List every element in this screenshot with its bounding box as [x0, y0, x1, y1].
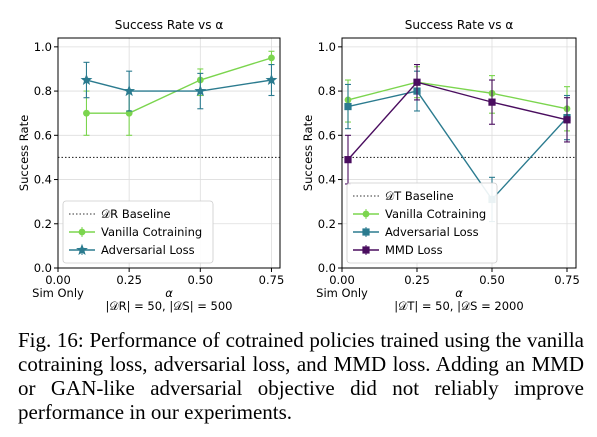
- legend-marker-vanilla: [78, 228, 86, 236]
- chart-subtitle: |𝒟R| = 50, |𝒟S| = 500: [106, 299, 233, 313]
- x-axis-label: α: [455, 286, 463, 300]
- y-tick-label: 1.0: [318, 40, 336, 54]
- x-tick-label: 0.50: [188, 273, 214, 287]
- legend-box: [346, 182, 498, 264]
- legend-label: 𝒟R Baseline: [101, 207, 171, 221]
- legend: 𝒟R Baseline Vanilla Cotraining Adversarial…: [62, 200, 214, 264]
- series-line-vanilla: [347, 81, 568, 110]
- y-tick-label: 0.6: [34, 128, 52, 142]
- y-axis-label: Success Rate: [17, 115, 31, 191]
- legend-marker-adversarial: [362, 228, 370, 236]
- right-chart-panel: Success Rate vs α 0.0 0.2 0.4 0.6 0.8 1.0 0.00 0…: [301, 18, 580, 313]
- data-point-adversarial: [80, 73, 93, 86]
- data-point-mmd: [344, 156, 352, 164]
- y-tick-label: 0.4: [318, 173, 336, 187]
- y-tick-label: 0.8: [34, 84, 52, 98]
- legend-label: Vanilla Cotraining: [101, 225, 202, 239]
- x-extra-label: Sim Only: [32, 286, 84, 300]
- y-tick-label: 0.2: [34, 217, 52, 231]
- x-tick-label: 0.75: [259, 273, 285, 287]
- series-line-adversarial: [86, 79, 272, 92]
- legend-marker-vanilla: [362, 210, 370, 218]
- data-point-mmd: [563, 116, 571, 124]
- y-tick-label: 0.0: [34, 261, 52, 275]
- x-tick-label: 0.25: [404, 273, 430, 287]
- legend-box: [62, 200, 214, 264]
- data-point-adversarial: [123, 84, 136, 97]
- x-tick-label: 0.00: [45, 273, 71, 287]
- chart-subtitle: |𝒟T| = 50, |𝒟S = 2000: [394, 299, 523, 313]
- caption-text: Performance of cotrained policies traine…: [18, 328, 585, 424]
- figure-caption: Fig. 16: Performance of cotrained polici…: [18, 328, 584, 424]
- y-tick-label: 1.0: [34, 40, 52, 54]
- legend: 𝒟T Baseline Vanilla Cotraining Adversarial…: [346, 182, 498, 264]
- x-tick-label: 0.00: [329, 273, 355, 287]
- legend-marker-mmd: [362, 246, 370, 254]
- data-point-vanilla: [268, 54, 275, 62]
- legend-label: 𝒟T Baseline: [385, 189, 454, 203]
- y-tick-label: 0.2: [318, 217, 336, 231]
- legend-label: MMD Loss: [385, 243, 443, 257]
- x-extra-label: Sim Only: [316, 286, 368, 300]
- chart-title: Success Rate vs α: [115, 18, 224, 32]
- series-line-mmd: [347, 81, 568, 161]
- data-point-adversarial: [265, 73, 278, 86]
- x-tick-label: 0.25: [116, 273, 142, 287]
- y-tick-label: 0.8: [318, 84, 336, 98]
- data-point-adversarial: [194, 84, 207, 97]
- x-tick-label: 0.50: [479, 273, 505, 287]
- legend-label: Adversarial Loss: [101, 243, 195, 257]
- y-tick-label: 0.6: [318, 128, 336, 142]
- chart-title: Success Rate vs α: [405, 18, 514, 32]
- legend-marker-adversarial: [76, 243, 88, 256]
- plot-frame: [57, 37, 281, 269]
- data-point-vanilla: [83, 109, 90, 117]
- data-point-adversarial: [344, 102, 352, 111]
- series-line-adversarial: [347, 90, 568, 201]
- data-point-mmd: [413, 78, 421, 86]
- left-chart-panel: Success Rate vs α 0.0 0.2 0.4 0.6 0.8 1.0 0.00 0…: [17, 18, 284, 313]
- caption-label: Fig. 16:: [18, 328, 84, 352]
- y-axis-label: Success Rate: [301, 115, 315, 191]
- y-tick-label: 0.0: [318, 261, 336, 275]
- y-tick-label: 0.4: [34, 173, 52, 187]
- x-tick-label: 0.75: [554, 273, 580, 287]
- legend-label: Adversarial Loss: [385, 225, 479, 239]
- figure: Success Rate vs α0.00.20.40.60.81.00.00 0…: [17, 18, 580, 313]
- series-line-vanilla: [86, 57, 272, 114]
- legend-label: Vanilla Cotraining: [385, 207, 486, 221]
- plot-frame: [341, 37, 577, 269]
- data-point-mmd: [488, 98, 496, 106]
- x-axis-label: α: [165, 286, 173, 300]
